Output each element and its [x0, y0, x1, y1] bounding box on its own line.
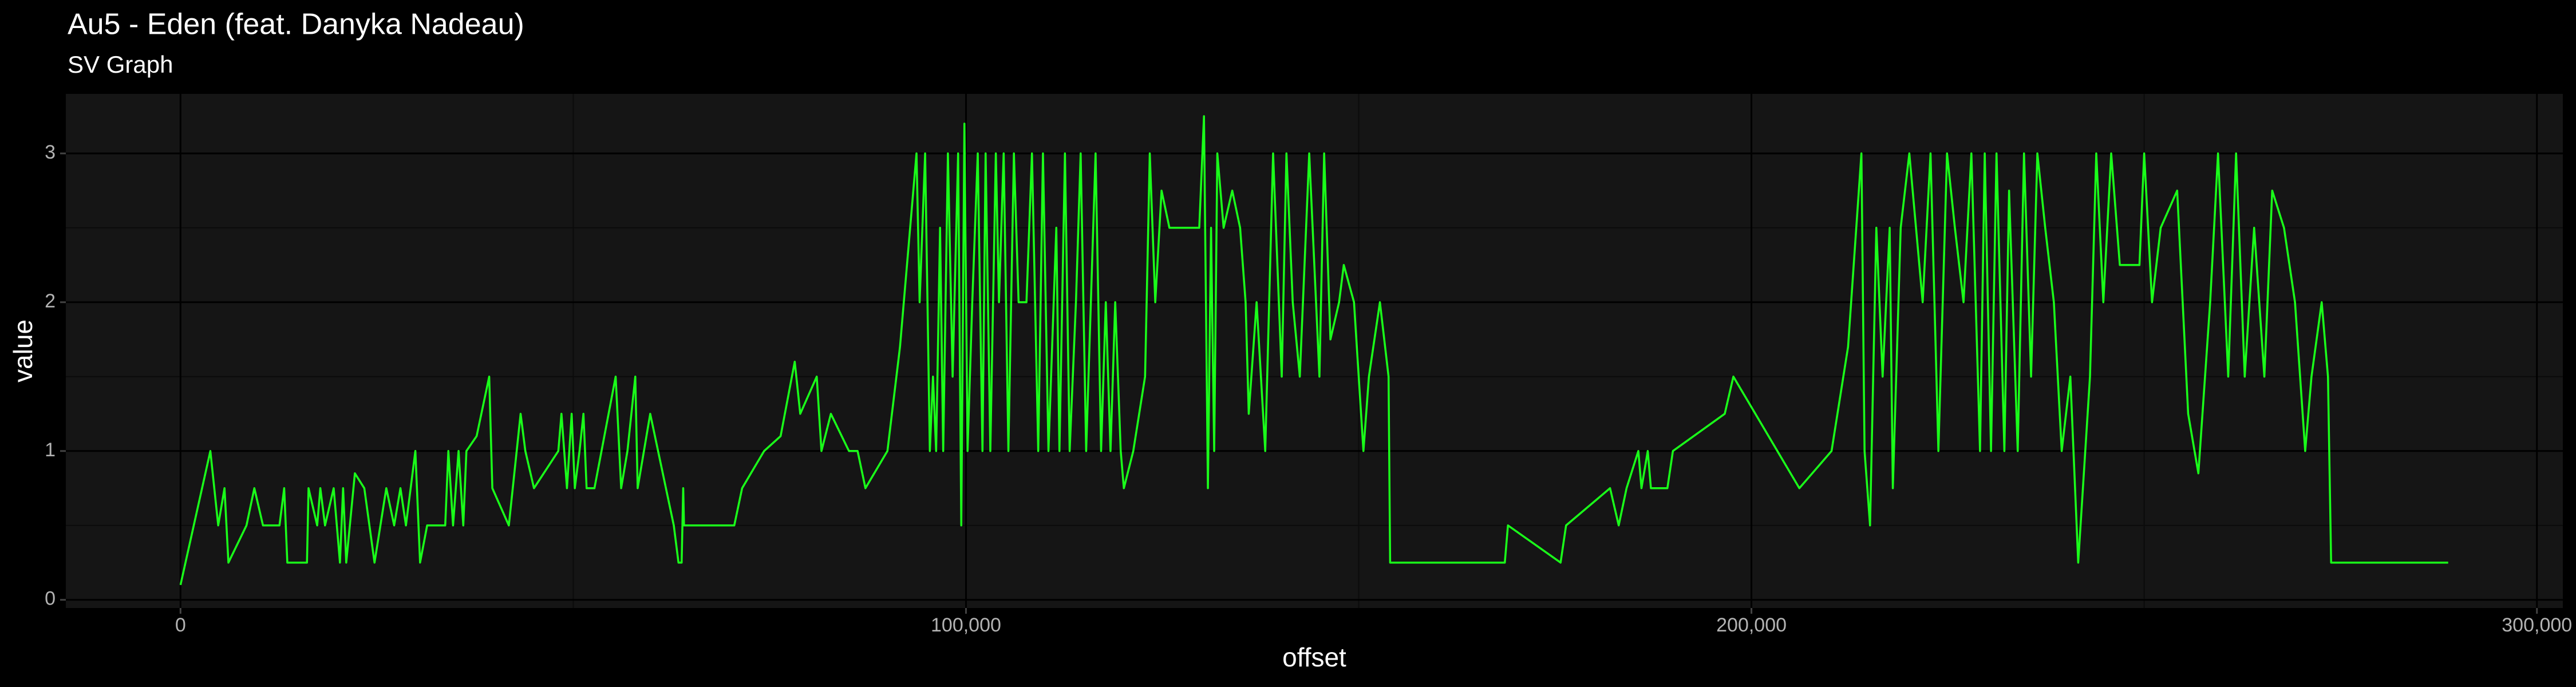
plot-area [179, 115, 2448, 586]
chart-title: Au5 - Eden (feat. Danyka Nadeau) [68, 8, 524, 41]
x-tick-label: 200,000 [1716, 614, 1787, 636]
x-axis-title: offset [1282, 642, 1346, 672]
line [179, 115, 2448, 586]
x-tick-label: 100,000 [931, 614, 1001, 636]
y-axis-title: value [8, 319, 38, 382]
x-tick-label: 0 [175, 614, 186, 636]
y-tick-label: 3 [45, 141, 56, 163]
y-tick-label: 1 [45, 439, 56, 461]
y-tick-label: 0 [45, 588, 56, 610]
panel [66, 94, 2563, 608]
chart-subtitle: SV Graph [68, 51, 173, 78]
axes: 0 100,000 200,000 300,000 0 1 2 3 [45, 141, 2572, 636]
grid [66, 94, 2563, 608]
y-tick-label: 2 [45, 290, 56, 312]
x-tick-label: 300,000 [2502, 614, 2572, 636]
